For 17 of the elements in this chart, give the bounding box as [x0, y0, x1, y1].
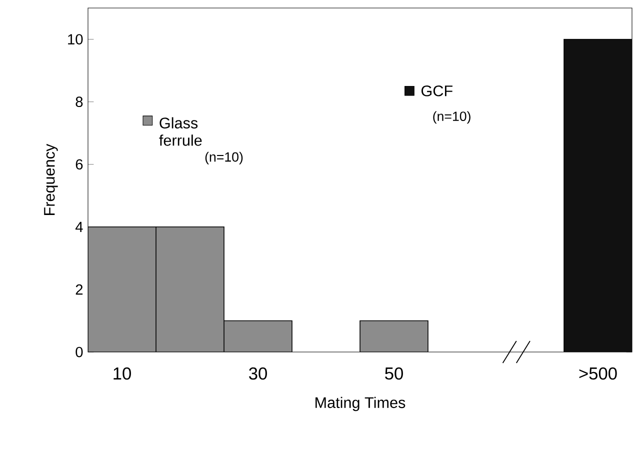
legend-label: GCF [422, 85, 452, 96]
legend-label: Glass ferrule [159, 117, 202, 146]
x-tick-label: 30 [249, 367, 267, 380]
x-tick-label: 50 [385, 367, 403, 380]
y-tick-label: 6 [76, 159, 83, 170]
x-axis-title: Mating Times [316, 396, 406, 412]
annotation: (n=10) [205, 152, 243, 164]
y-tick-label: 4 [75, 222, 83, 232]
annotation: (n=10) [433, 111, 470, 124]
bar [360, 320, 428, 352]
y-axis-title: Frequency [44, 144, 58, 215]
y-tick-label: 8 [76, 96, 83, 108]
y-tick-label: 10 [68, 34, 83, 44]
y-tick-label: 2 [76, 284, 83, 295]
y-tick-label: 0 [76, 346, 83, 358]
x-tick-label: >500 [579, 367, 617, 380]
x-tick-label: 10 [114, 367, 131, 380]
